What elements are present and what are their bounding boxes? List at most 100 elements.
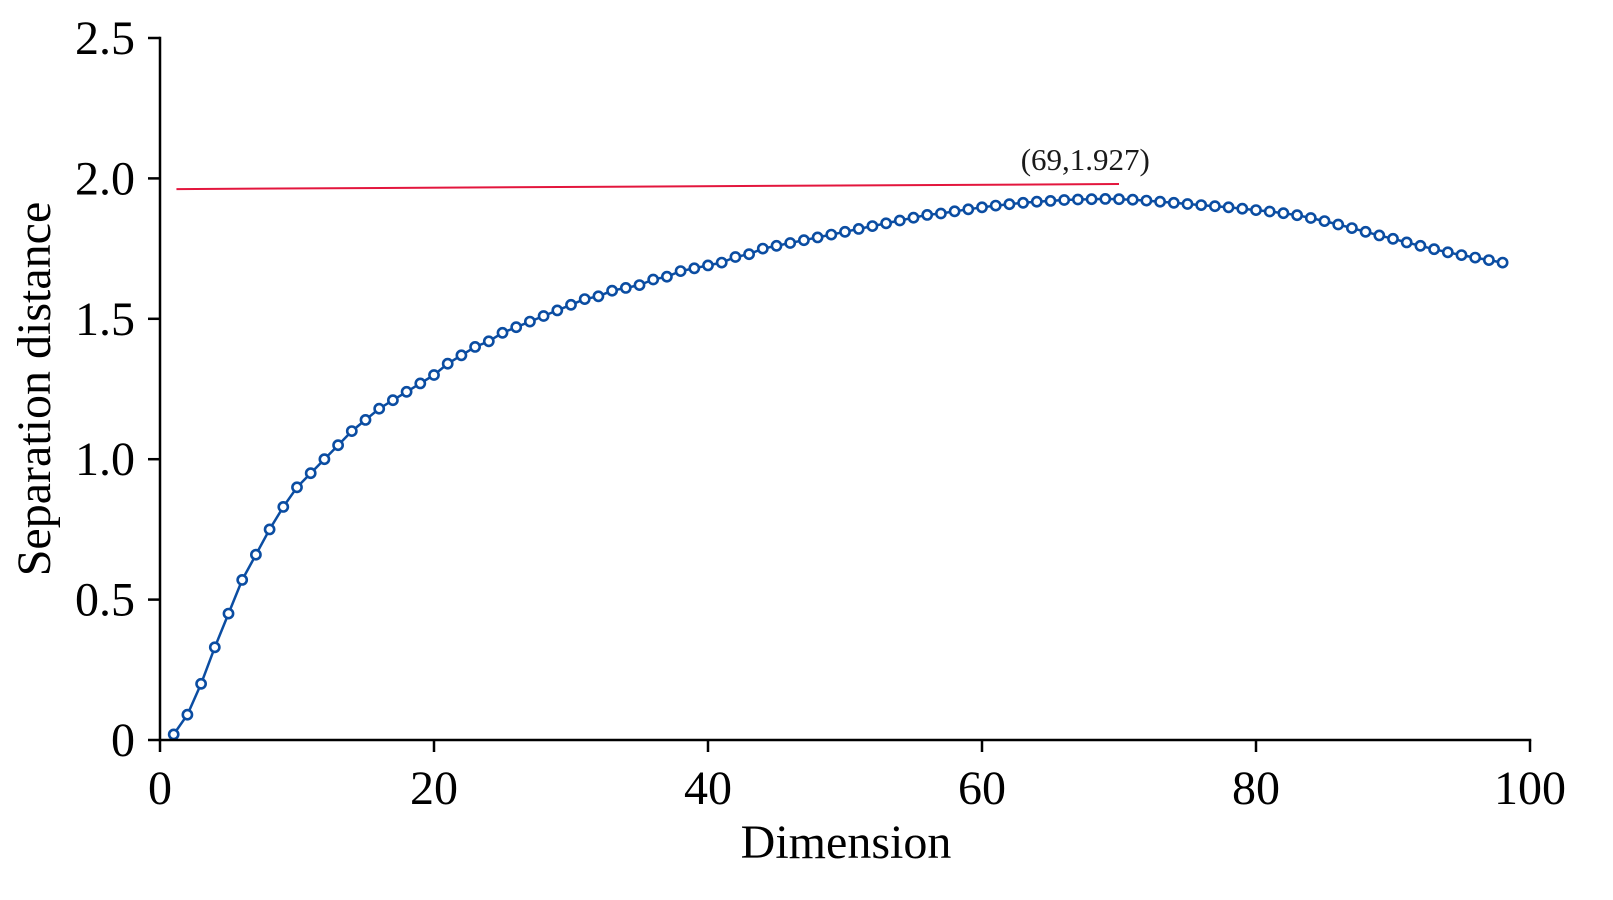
x-tick-label: 40: [684, 762, 732, 815]
data-point: [1414, 239, 1427, 252]
x-axis-title: Dimension: [741, 816, 952, 869]
data-point: [236, 574, 249, 586]
data-point: [798, 234, 810, 247]
data-point: [1140, 194, 1153, 207]
data-point: [304, 467, 317, 480]
x-tick-label: 20: [410, 762, 458, 815]
data-point: [510, 321, 523, 334]
data-point: [1085, 193, 1098, 206]
data-point: [770, 239, 783, 252]
data-point: [1030, 195, 1043, 208]
data-point: [1126, 193, 1139, 206]
data-point: [373, 402, 386, 415]
data-point: [1003, 198, 1016, 211]
data-point: [277, 500, 290, 513]
data-point: [989, 199, 1002, 212]
data-point: [1154, 195, 1166, 208]
data-point: [1291, 209, 1303, 222]
data-point: [688, 262, 701, 275]
data-point: [1195, 199, 1208, 211]
data-point: [1222, 201, 1235, 214]
data-point: [1304, 212, 1317, 224]
data-point: [386, 394, 399, 407]
data-point: [715, 256, 728, 269]
data-point: [811, 231, 824, 244]
data-point: [291, 481, 303, 494]
data-point: [318, 453, 331, 466]
x-tick-label: 0: [148, 762, 172, 815]
data-point: [455, 349, 468, 362]
y-tick-label: 1.5: [75, 293, 135, 346]
data-point: [1332, 218, 1345, 231]
data-point: [428, 369, 440, 381]
data-point: [441, 357, 454, 370]
data-point: [1058, 194, 1071, 206]
data-point: [907, 211, 920, 224]
data-point: [222, 607, 235, 620]
data-point: [1496, 256, 1509, 269]
data-point: [702, 259, 714, 272]
data-point: [962, 203, 975, 216]
data-point: [825, 228, 838, 241]
data-point: [756, 242, 769, 255]
data-point: [1428, 243, 1440, 256]
data-point: [551, 304, 564, 317]
series-line: [172, 197, 1503, 736]
data-point: [359, 413, 372, 426]
data-point: [592, 290, 605, 303]
data-point: [743, 248, 755, 261]
y-tick-label: 0: [111, 714, 135, 767]
x-tick-label: 80: [1232, 762, 1280, 815]
data-point: [1359, 225, 1372, 238]
data-point: [1318, 215, 1331, 227]
data-point: [784, 237, 797, 249]
annotation-layer: (69,1.927): [1021, 142, 1150, 177]
data-point: [332, 439, 344, 452]
data-point: [167, 728, 180, 741]
data-point: [1236, 202, 1249, 215]
data-point: [208, 641, 221, 654]
x-tick-label: 100: [1494, 762, 1566, 815]
data-point: [976, 201, 988, 214]
x-tick-label: 60: [958, 762, 1006, 815]
data-point: [400, 385, 413, 398]
data-point: [1209, 200, 1221, 213]
data-point: [948, 205, 961, 218]
data-point: [893, 214, 906, 227]
data-point: [1469, 251, 1482, 264]
data-point: [1072, 193, 1084, 206]
data-point: [1181, 198, 1194, 210]
series-layer: [167, 192, 1509, 741]
data-point: [839, 225, 851, 238]
y-tick-label: 1.0: [75, 433, 135, 486]
data-point: [565, 298, 577, 311]
data-point: [935, 207, 947, 220]
data-point: [524, 315, 536, 328]
axes: [158, 36, 1532, 742]
data-point: [1250, 204, 1262, 216]
ticks: 0 0.5 1.0 1.5 2.0 2.5 0 20 40 60 80 100: [75, 12, 1566, 815]
data-point: [1167, 196, 1180, 209]
data-point: [674, 265, 687, 277]
data-point: [647, 273, 660, 286]
data-point: [1044, 194, 1057, 207]
data-point: [1373, 229, 1386, 242]
data-point: [195, 677, 207, 690]
data-point: [537, 310, 550, 322]
y-tick-label: 2.5: [75, 12, 135, 65]
data-point: [249, 548, 262, 561]
data-point: [482, 335, 495, 348]
data-point: [852, 222, 865, 235]
y-tick-label: 2.0: [75, 152, 135, 205]
data-point: [619, 281, 632, 294]
data-point: [1441, 246, 1454, 259]
data-point: [1099, 192, 1112, 205]
y-axis-title: Separation distance: [8, 202, 61, 577]
data-point: [729, 251, 742, 263]
data-point: [606, 284, 618, 297]
data-point: [866, 220, 879, 232]
data-point: [496, 326, 509, 339]
data-point: [1400, 236, 1413, 249]
data-point: [1483, 254, 1495, 266]
